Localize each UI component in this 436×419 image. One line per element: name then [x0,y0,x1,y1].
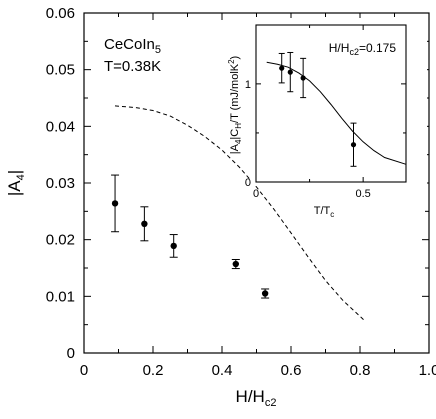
main-data-point [261,290,269,297]
inset-data-point [287,69,293,75]
main-data-point [232,260,239,268]
main-y-tick-label: 0.05 [46,62,75,79]
main-x-tick-label: 0.4 [212,362,233,379]
inset-annotation-field: H/Hc2=0.175 [329,41,397,57]
main-y-axis-title: |A4| [5,170,27,196]
main-tick-labels: 0 0.2 0.4 0.6 0.8 1.0 0 0.01 0.02 0.03 0.04 0.05 0.0… [46,5,436,379]
main-data-points [111,174,270,299]
main-dashed-curve-group [114,105,364,320]
main-x-tick-label: 0 [80,362,88,379]
main-data-point [170,242,177,250]
inset-data-point [350,142,357,148]
inset-plot-frame [255,24,407,183]
main-y-tick-label: 0.03 [46,175,75,192]
main-x-tick-label: 0.8 [350,362,371,379]
main-x-tick-label: 1.0 [419,362,436,379]
main-y-tick-label: 0.02 [46,232,75,249]
main-x-tick-label: 0.2 [143,362,164,379]
inset-ticks [255,25,406,183]
inset-y-tick-label: 1 [245,79,251,91]
inset-x-tick-label: 0.5 [355,188,370,200]
inset-tick-labels: 0 0.5 0 1 [245,79,371,200]
main-data-point [111,200,119,207]
main-y-tick-label: 0.01 [46,288,75,305]
main-data-point [141,220,148,227]
main-x-axis-title: H/Hc2 [236,387,277,409]
main-y-tick-label: 0.04 [46,118,75,135]
main-y-tick-label: 0.06 [46,5,75,22]
inset-panel: 0 0.5 0 1 T/Tc |A4|CH/T (mJ/molK2) H/Hc2=0.… [227,18,427,219]
inset-fit-curve [266,61,407,165]
main-dashed-curve [114,105,364,320]
inset-x-axis-title: T/Tc [314,205,335,219]
inset-data-point [279,65,285,71]
inset-data-point [300,75,306,81]
main-x-tick-label: 0.6 [281,362,302,379]
inset-curve-group [266,61,407,165]
inset-y-tick-label: 0 [245,177,251,189]
inset-x-tick-label: 0 [253,188,259,200]
inset-background [250,18,427,186]
main-panel: 0 0.2 0.4 0.6 0.8 1.0 0 0.01 0.02 0.03 0.04 0.05 0.0… [5,5,436,409]
main-annotation-material: CeCoIn5 [104,36,161,56]
inset-data-points [278,51,357,167]
main-annotation-temperature: T=0.38K [104,58,161,75]
main-y-tick-label: 0 [67,345,75,362]
inset-y-axis-title: |A4|CH/T (mJ/molK2) [227,56,243,154]
